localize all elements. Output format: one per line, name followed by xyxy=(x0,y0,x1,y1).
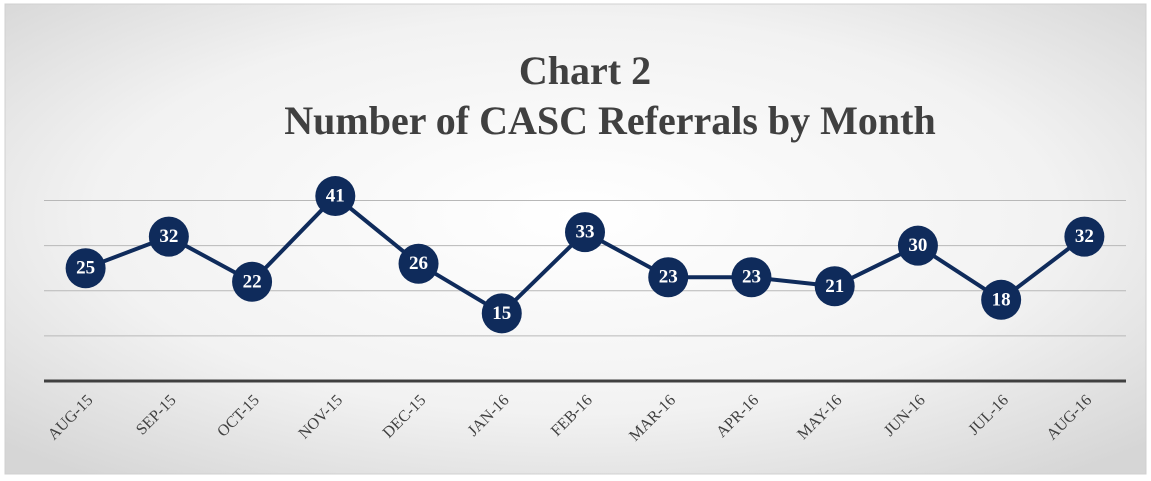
data-point xyxy=(981,279,1022,320)
chart-subtitle: Number of CASC Referrals by Month xyxy=(284,98,935,143)
data-label: 18 xyxy=(992,289,1011,310)
data-point xyxy=(814,266,855,307)
data-point xyxy=(897,225,938,266)
data-point xyxy=(65,248,106,289)
data-point xyxy=(731,257,772,298)
data-label: 33 xyxy=(576,222,595,243)
data-label: 15 xyxy=(492,303,511,324)
data-label: 30 xyxy=(908,235,927,256)
data-label: 26 xyxy=(409,253,428,274)
data-point xyxy=(1064,216,1105,257)
data-label: 22 xyxy=(243,271,262,292)
data-label: 32 xyxy=(1075,226,1094,247)
data-label: 21 xyxy=(825,276,844,297)
data-label: 23 xyxy=(659,267,678,288)
data-label: 25 xyxy=(76,258,95,279)
data-point xyxy=(648,257,689,298)
data-point xyxy=(148,216,189,257)
data-label: 41 xyxy=(326,186,345,207)
data-point xyxy=(398,243,439,284)
data-point xyxy=(315,176,356,217)
data-label: 23 xyxy=(742,267,761,288)
data-point xyxy=(565,212,605,253)
data-label: 32 xyxy=(159,226,178,247)
chart-title: Chart 2 xyxy=(519,48,651,93)
data-point xyxy=(232,261,273,302)
data-point xyxy=(481,293,522,334)
